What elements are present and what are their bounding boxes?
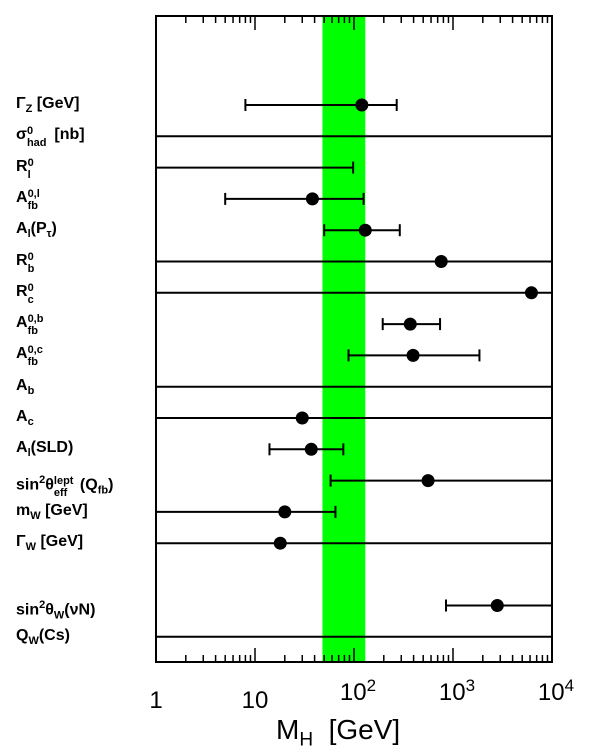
data-point [304, 442, 318, 456]
label-rest: [GeV] [40, 501, 88, 519]
label-sup: 2 [39, 598, 46, 611]
label-sub: Z [25, 103, 33, 116]
label-main: A [16, 345, 28, 363]
row-label: Al(SLD) [16, 439, 73, 462]
label-main: A [16, 189, 28, 207]
data-point [355, 98, 369, 112]
row-label: σ 0 had [nb] [16, 125, 85, 150]
label-main: m [16, 501, 31, 519]
error-bars [156, 99, 552, 638]
label-rest: θ [45, 600, 54, 618]
label-sub: c [27, 416, 34, 429]
label-main: sin [16, 475, 40, 493]
label-main: Q [16, 626, 29, 644]
label-super-sub: 0,b fb [27, 313, 44, 338]
row-label: sin2θ lept eff (Qfb) [16, 471, 113, 500]
row-label: A 0,b fb [16, 313, 51, 338]
row-label: QW(Cs) [16, 627, 70, 650]
label-rest: (Cs) [38, 626, 70, 644]
label-sub: W [28, 634, 39, 647]
label-main: sin [16, 600, 40, 618]
label-sub: fb [97, 484, 109, 497]
data-point [278, 505, 292, 519]
x-tick-label: 10 [241, 687, 269, 714]
data-point [524, 286, 538, 300]
row-label: A 0,l fb [16, 187, 51, 212]
label-rest: (P [30, 220, 47, 238]
row-label: Ab [16, 377, 34, 400]
label-rest: (SLD) [30, 439, 74, 457]
row-label: A 0,c fb [16, 344, 51, 369]
label-rest: [GeV] [32, 95, 80, 112]
x-tick-label: 102 [339, 676, 377, 706]
data-point [406, 348, 420, 362]
label-main: R [16, 283, 28, 301]
data-point [305, 192, 319, 206]
data-point [403, 317, 417, 331]
x-tick-label: 103 [438, 676, 476, 706]
label-rest: [GeV] [36, 533, 84, 551]
label-sub: W [30, 510, 41, 523]
label-main: R [16, 157, 28, 175]
data-point [295, 411, 309, 425]
label-main: A [16, 220, 28, 238]
row-label: ΓW [GeV] [16, 533, 83, 556]
label-sub: b [27, 384, 35, 397]
label-rest: (νN) [64, 600, 96, 618]
higgs-mass-band-layer [322, 16, 366, 662]
label-main: σ [16, 126, 27, 144]
label-super-sub: lept eff [53, 474, 74, 499]
label-main: Γ [16, 533, 26, 551]
label-rest: (Q [79, 475, 98, 493]
x-tick-label: 104 [537, 676, 575, 706]
row-label: sin2θW(νN) [16, 596, 95, 625]
label-super-sub: 0,c fb [27, 344, 43, 369]
row-label: Ac [16, 408, 34, 431]
data-point [358, 223, 372, 237]
x-tick-label: 1 [149, 687, 163, 714]
row-label: ΓZ [GeV] [16, 95, 79, 118]
label-sub: W [53, 609, 65, 622]
label-sub: W [25, 541, 37, 554]
axis-ticks [155, 16, 549, 662]
label-rest: [nb] [49, 126, 85, 144]
label-main: A [16, 376, 28, 394]
x-axis-label: MH [GeV] [276, 714, 401, 751]
label-sub: l [27, 447, 31, 460]
label-super-sub: 0,l fb [27, 187, 40, 212]
label-main: A [16, 314, 28, 332]
data-point [434, 255, 448, 268]
data-point [490, 599, 504, 612]
label-sub: τ [46, 228, 52, 241]
label-main: Γ [16, 95, 26, 112]
data-point [273, 536, 287, 550]
row-label: mW [GeV] [16, 502, 88, 525]
label-rest: ) [51, 220, 57, 238]
row-label: Al(Pτ) [16, 220, 57, 243]
label-super-sub: 0 had [26, 125, 47, 150]
label-main: A [16, 439, 28, 457]
data-points [273, 98, 538, 612]
label-rest: ) [108, 475, 114, 493]
label-main: R [16, 251, 28, 269]
data-point [421, 474, 435, 488]
higgs-mass-band [322, 16, 366, 662]
label-main: A [16, 408, 28, 425]
label-rest: θ [45, 475, 54, 493]
label-sub: l [27, 228, 31, 241]
label-sup: 2 [39, 473, 46, 486]
